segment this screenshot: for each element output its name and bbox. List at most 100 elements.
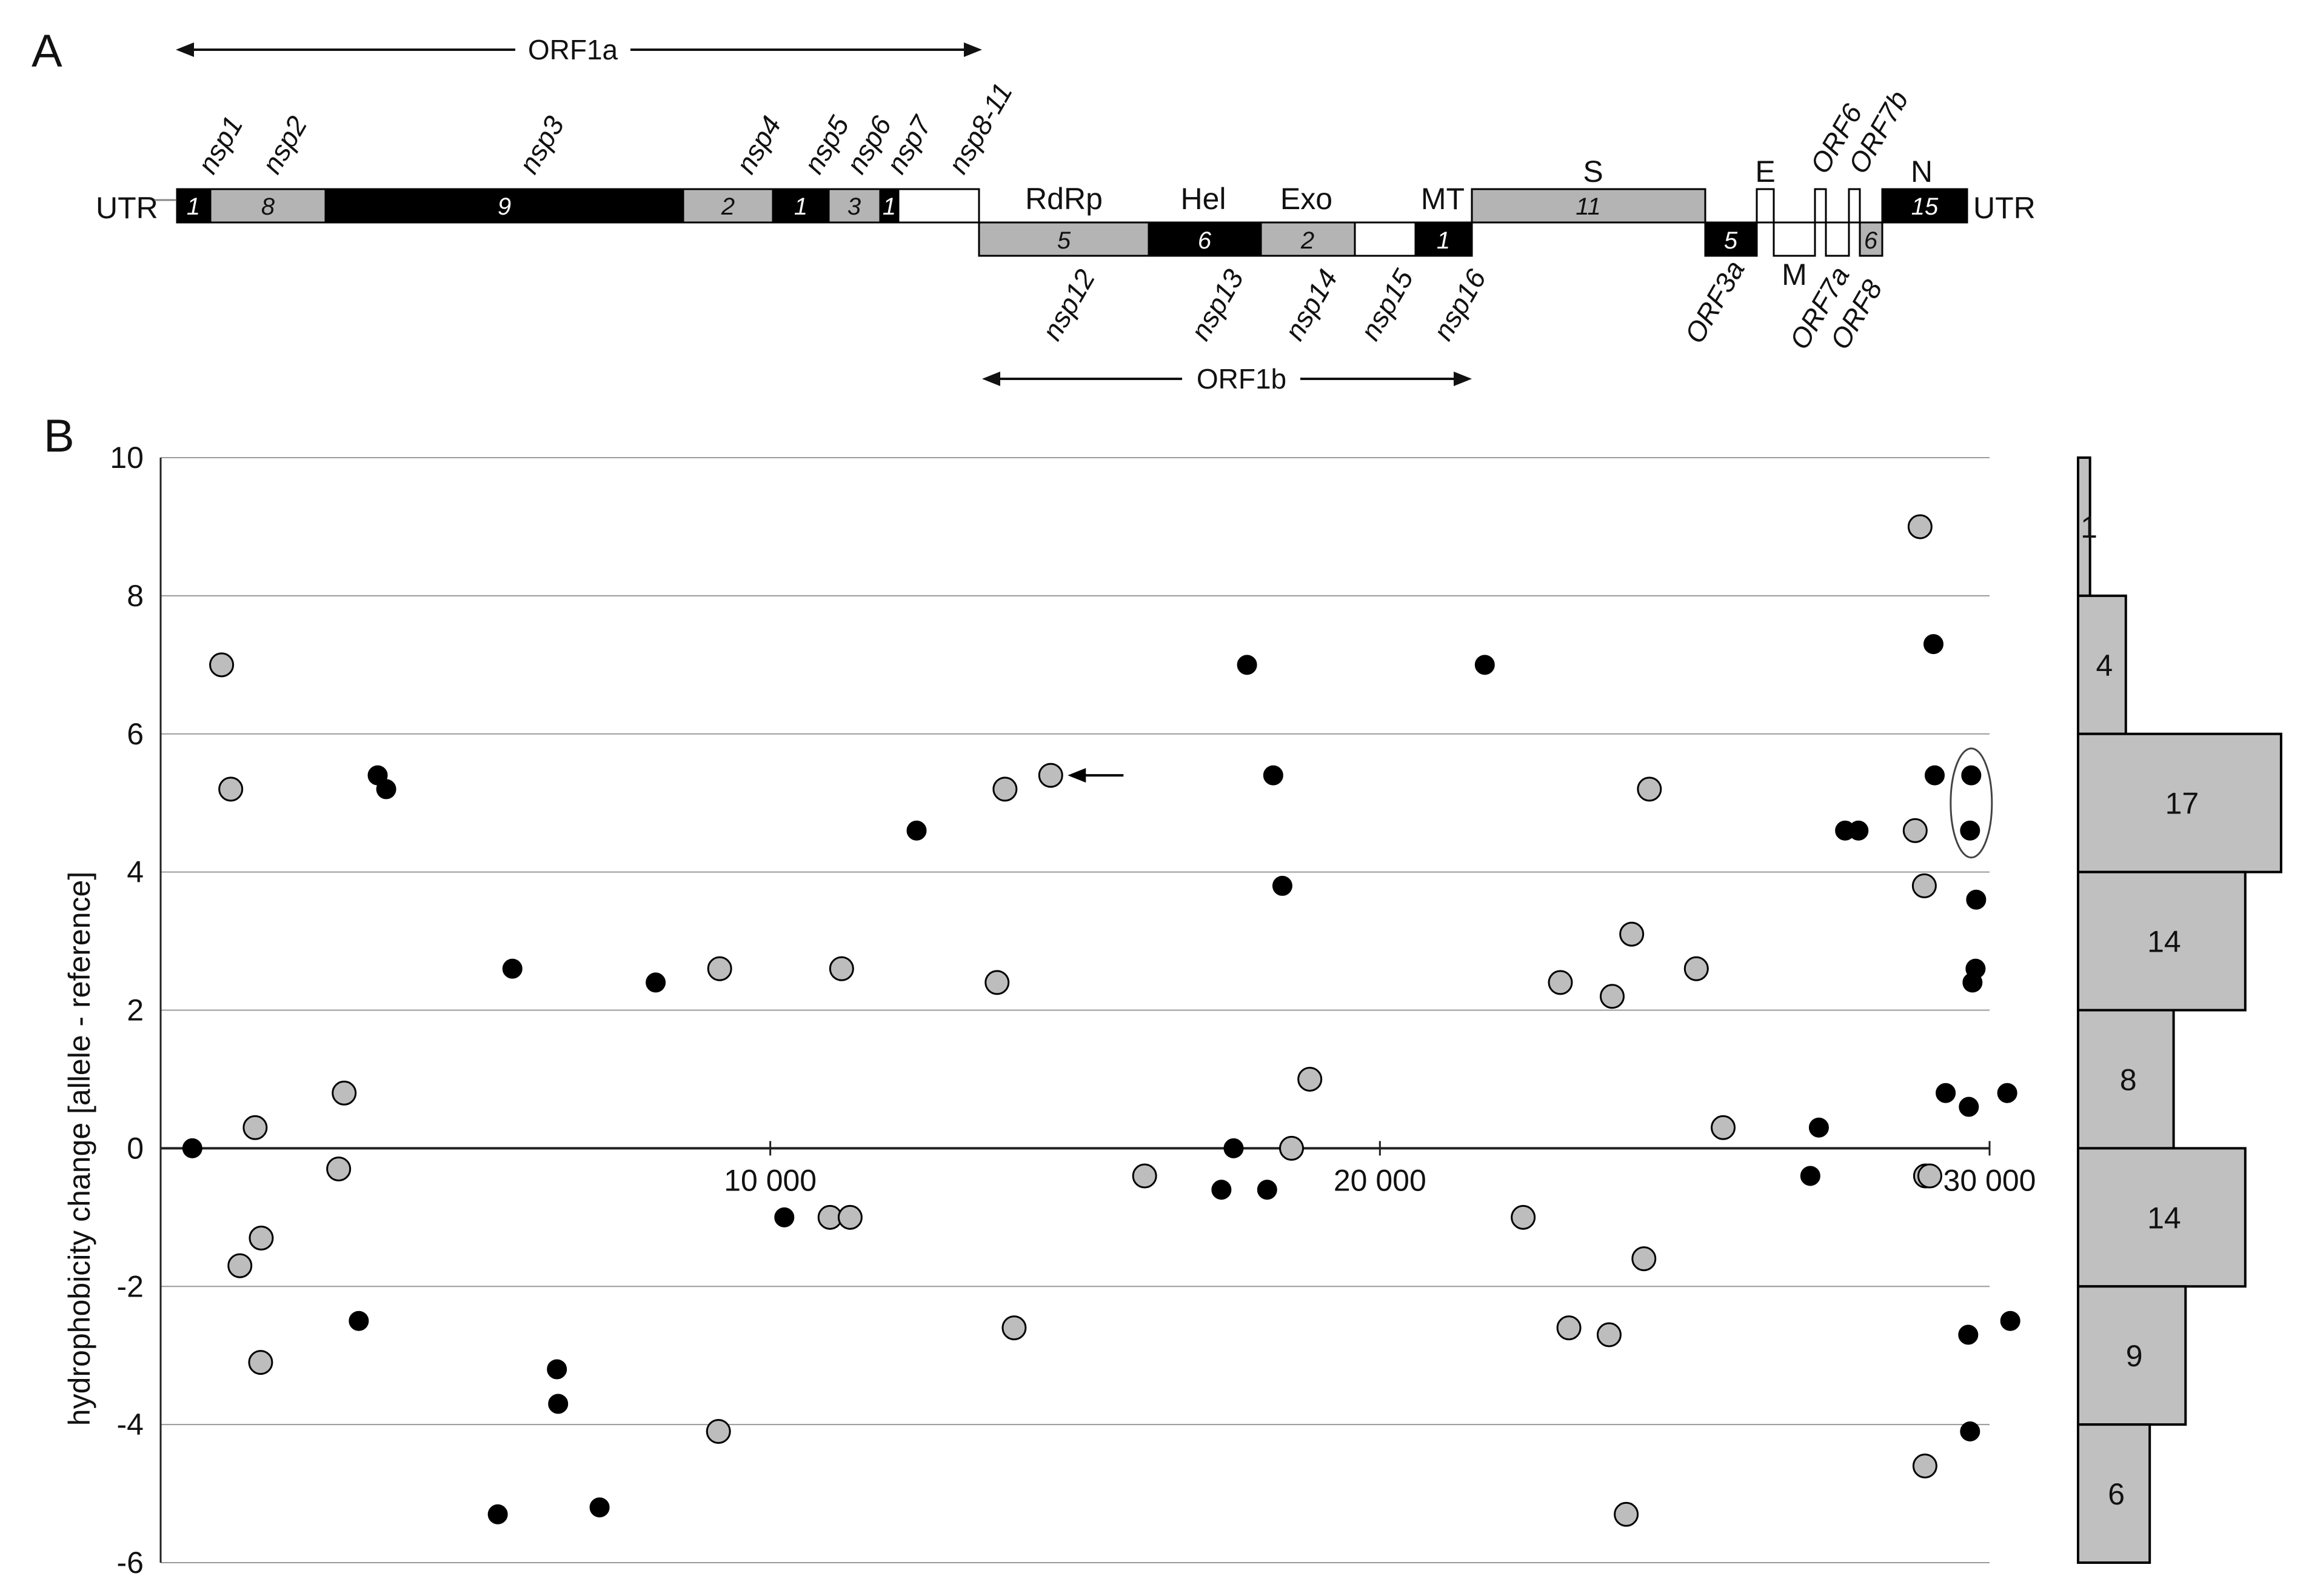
gene-label: nsp2 xyxy=(256,111,313,179)
grey-point xyxy=(992,776,1018,802)
x-tick-label: 20 000 xyxy=(1334,1163,1426,1197)
svg-text:1: 1 xyxy=(1437,227,1450,254)
black-point xyxy=(1223,1138,1244,1158)
svg-text:9: 9 xyxy=(498,193,511,220)
hydrophobicity-scatter: B 10 8 6 4 2 0 -2 -4 -6 10 000 20 000 30 000 hydro… xyxy=(44,410,2282,1580)
black-point xyxy=(1962,972,1983,993)
black-point xyxy=(1211,1180,1232,1200)
segment-s: 11 S xyxy=(1471,155,1706,224)
data-points xyxy=(182,514,2020,1527)
segment-nsp4: 2 nsp4 xyxy=(682,111,787,224)
black-point xyxy=(1960,820,1980,841)
orf1a-label: ORF1a xyxy=(528,34,618,65)
histogram-bar xyxy=(2077,1285,2187,1426)
svg-text:2: 2 xyxy=(1300,227,1314,254)
genome-map: A ORF1a UTR UTR 1 nsp1 8 nsp2 9 nsp3 xyxy=(32,25,2036,395)
grey-point xyxy=(242,1115,268,1140)
grey-point xyxy=(1711,1115,1736,1140)
svg-text:11: 11 xyxy=(1576,193,1601,220)
segment-m: M xyxy=(1773,221,1816,292)
grey-point xyxy=(1548,970,1573,995)
histogram-count-label: 17 xyxy=(2165,787,2199,821)
black-point xyxy=(548,1394,569,1414)
grey-point xyxy=(218,776,244,802)
black-point xyxy=(1997,1083,2017,1103)
grey-point xyxy=(1599,984,1625,1009)
histogram-bar xyxy=(2077,1147,2247,1288)
grey-point xyxy=(1683,956,1709,981)
histogram-count-label: 9 xyxy=(2126,1339,2143,1373)
gene-label: M xyxy=(1782,258,1807,292)
grey-point xyxy=(1511,1204,1536,1230)
grey-point xyxy=(1917,1163,1942,1189)
black-point xyxy=(1959,1097,1979,1117)
black-point xyxy=(589,1497,610,1518)
domain-label: RdRp xyxy=(1025,182,1103,216)
y-tick-label: 4 xyxy=(127,855,144,889)
svg-text:8: 8 xyxy=(261,193,275,220)
y-tick-label: -4 xyxy=(117,1407,144,1441)
segment-n: 15 N xyxy=(1881,155,1968,224)
grey-point xyxy=(707,956,732,981)
grey-point xyxy=(326,1157,352,1182)
black-point xyxy=(182,1138,202,1158)
black-point xyxy=(2000,1311,2020,1331)
grey-point xyxy=(332,1080,357,1106)
grey-point xyxy=(1619,921,1645,947)
black-point xyxy=(502,958,523,979)
y-tick-label: -6 xyxy=(117,1546,144,1580)
gridlines xyxy=(159,457,1990,1563)
grey-point xyxy=(1132,1163,1157,1189)
grey-point xyxy=(209,652,235,678)
panel-b-label: B xyxy=(44,410,75,462)
y-axis-label: hydrophobicity change [allele - referenc… xyxy=(62,872,96,1426)
black-point xyxy=(1923,634,1943,655)
grey-point xyxy=(249,1225,274,1250)
orf1a-arrow: ORF1a xyxy=(176,34,982,65)
x-axis-ticks: 10 000 20 000 30 000 xyxy=(724,1141,2036,1197)
gene-label: nsp14 xyxy=(1278,264,1344,346)
black-point xyxy=(1808,1117,1829,1138)
black-point xyxy=(376,779,396,800)
black-point xyxy=(1960,1421,1980,1442)
grey-point xyxy=(1556,1315,1582,1341)
grey-point xyxy=(1038,763,1063,788)
histogram-count-label: 14 xyxy=(2147,925,2181,959)
y-tick-label: 2 xyxy=(127,993,144,1027)
svg-text:1: 1 xyxy=(187,193,200,220)
grey-point xyxy=(706,1419,731,1444)
x-tick-label: 30 000 xyxy=(1943,1163,2036,1197)
gene-label: nsp16 xyxy=(1427,264,1492,346)
black-point xyxy=(1800,1166,1820,1186)
gene-label: nsp8-11 xyxy=(942,78,1018,179)
grey-point xyxy=(1911,873,1937,898)
svg-text:3: 3 xyxy=(847,193,861,220)
grey-point xyxy=(984,970,1010,995)
grey-point xyxy=(1279,1135,1305,1161)
svg-text:5: 5 xyxy=(1724,227,1738,254)
grey-point xyxy=(1614,1501,1639,1527)
svg-text:5: 5 xyxy=(1057,227,1071,254)
segment-nsp12: 5 RdRp nsp12 xyxy=(978,182,1150,346)
annotations xyxy=(1068,747,1993,859)
black-point xyxy=(1958,1324,1979,1345)
gene-label: nsp15 xyxy=(1354,264,1420,346)
x-tick-label: 10 000 xyxy=(724,1163,817,1197)
black-point xyxy=(547,1359,567,1380)
segment-nsp14: 2 Exo nsp14 xyxy=(1260,182,1356,346)
gene-label: N xyxy=(1911,155,1933,189)
gene-label: nsp12 xyxy=(1036,264,1101,346)
gene-label: nsp5 xyxy=(798,110,855,179)
black-point xyxy=(1936,1083,1956,1103)
gene-label: nsp1 xyxy=(192,111,249,179)
histogram-bar xyxy=(2077,1423,2151,1564)
segment-orf3a: 5 ORF3a xyxy=(1679,221,1758,349)
black-point xyxy=(1961,765,1982,786)
y-tick-label: 0 xyxy=(127,1131,144,1165)
svg-text:1: 1 xyxy=(883,193,896,220)
svg-text:6: 6 xyxy=(1198,227,1212,254)
segment-nsp15: nsp15 xyxy=(1354,221,1420,346)
black-point xyxy=(1848,820,1869,841)
